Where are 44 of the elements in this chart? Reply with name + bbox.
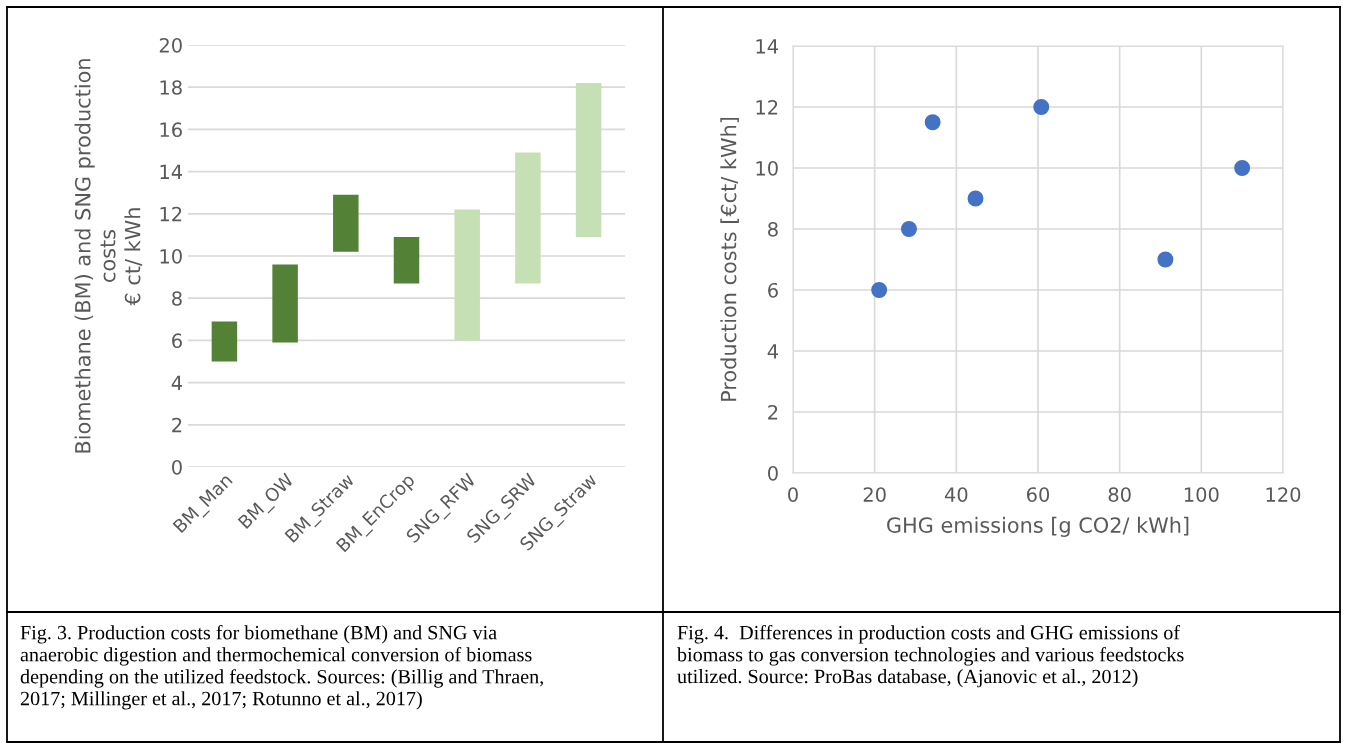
x-tick-label: 100	[1184, 487, 1219, 502]
caption: Fig. 3. Production costs for biomethane (BM) and SNG via anaerobic digestion and thermochemical conversion of biomass depending on the utilized feedstock. Sources: (Billig and Thraen, 2017; Millinger et al., 2017; Rotunno et al., 2017)	[20, 625, 543, 710]
point	[1157, 251, 1174, 268]
y-tick-label: 16	[160, 122, 182, 138]
point	[900, 221, 917, 237]
y-tick-label: 2	[172, 417, 182, 433]
x-tick-label: 120	[1266, 487, 1301, 502]
bar	[272, 264, 298, 343]
y-tick-label: 8	[172, 291, 182, 306]
y-tick-label: 14	[160, 164, 183, 179]
x-axis-title: GHG emissions [g CO2/ kWh]	[887, 516, 1189, 537]
bar	[575, 82, 602, 238]
y-axis-title: Production costs [€ct/ kWh]	[720, 117, 739, 401]
y-tick-label: 4	[767, 344, 779, 359]
x-tick-label: 80	[1108, 487, 1131, 502]
y-tick-label: 18	[160, 80, 182, 95]
caption: Fig. 4. Differences in production costs and GHG emissions of biomass to gas conversion technologies and various feedstocks utilized. Source: ProBas database, (Ajanovic et al., 2012)	[677, 625, 1184, 688]
x-tick-label: 20	[863, 487, 886, 502]
y-axis-title: Biomethane (BM) and SNG production costs € ct/ kWh	[74, 59, 143, 453]
y-tick-label: 0	[172, 459, 182, 475]
y-tick-label: 2	[768, 404, 778, 420]
bar	[393, 237, 420, 284]
y-tick-label: 10	[160, 248, 182, 264]
x-tick-label: 60	[1026, 487, 1050, 502]
bar	[515, 152, 541, 284]
point	[871, 282, 888, 298]
y-tick-label: 4	[171, 375, 183, 390]
y-tick-label: 6	[172, 333, 182, 349]
y-tick-label: 12	[160, 206, 182, 222]
point	[924, 114, 941, 131]
y-tick-label: 6	[768, 282, 778, 298]
y-tick-label: 14	[756, 39, 779, 54]
point	[1234, 160, 1251, 176]
point	[1033, 99, 1050, 115]
y-tick-label: 10	[756, 160, 778, 176]
bar	[333, 194, 359, 252]
y-tick-label: 20	[159, 37, 182, 53]
bar	[211, 321, 238, 362]
y-tick-label: 12	[756, 99, 778, 115]
x-tick-label: 40	[944, 487, 968, 502]
x-tick-label: 0	[788, 487, 798, 502]
bar	[454, 209, 480, 341]
point	[967, 190, 984, 207]
y-tick-label: 8	[768, 221, 778, 237]
